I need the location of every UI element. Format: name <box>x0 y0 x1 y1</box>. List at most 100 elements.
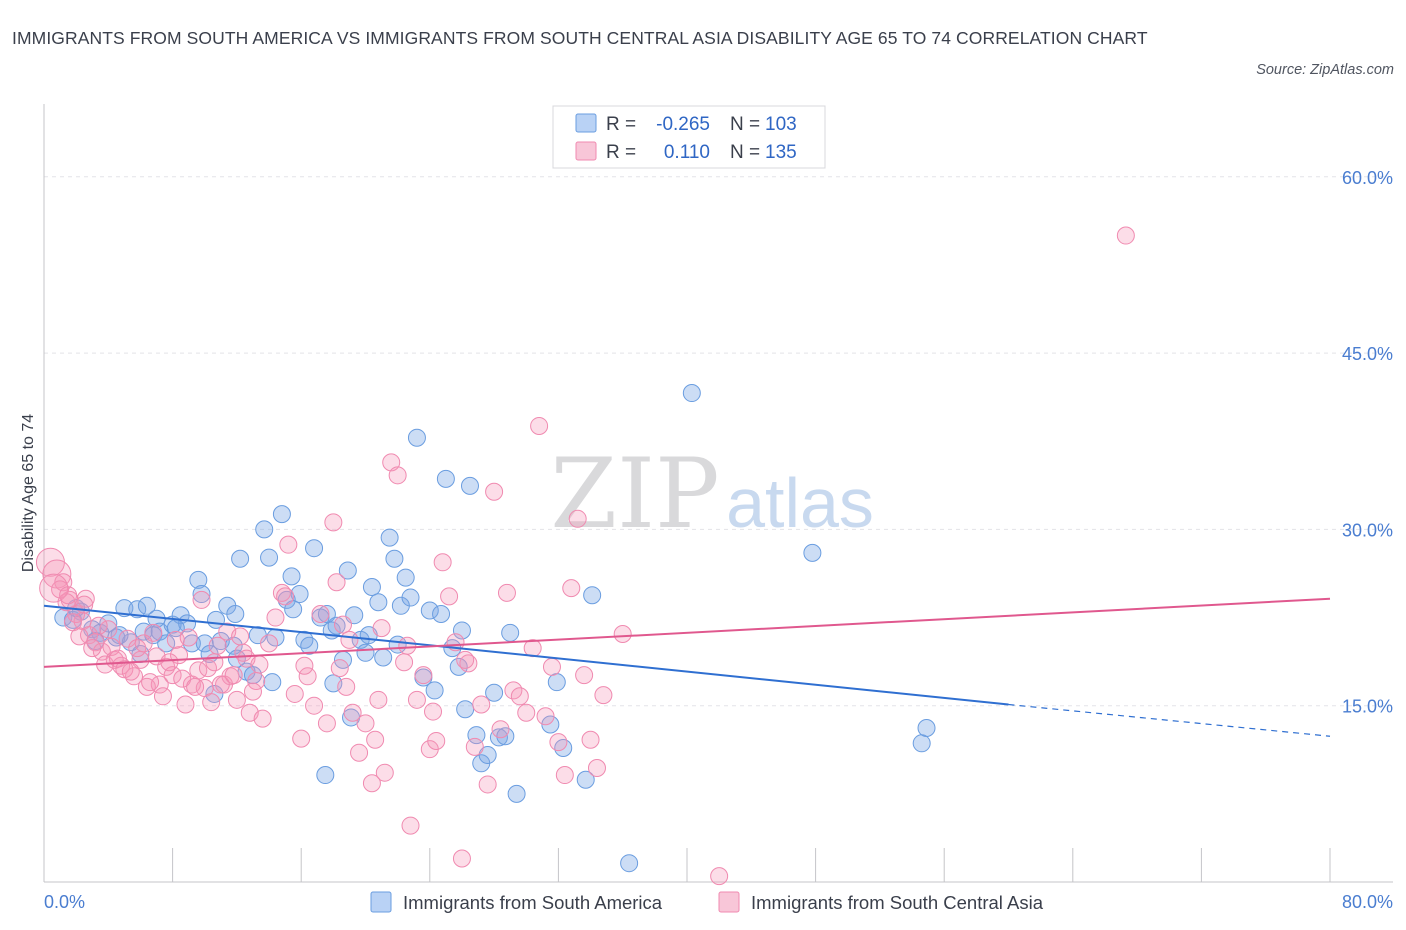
point-south-america <box>507 784 526 803</box>
point-south-central-asia <box>317 714 336 733</box>
legend-n-label-2: N = <box>730 142 760 163</box>
point-south-central-asia <box>427 731 446 750</box>
point-south-central-asia <box>173 669 192 688</box>
point-south-america <box>226 605 245 624</box>
legend-n-value-1: 103 <box>765 114 797 135</box>
point-south-central-asia <box>89 616 108 635</box>
bottom-legend-swatch-south-america <box>370 891 392 913</box>
point-south-central-asia <box>401 816 420 835</box>
y-tick-label: 30.0% <box>1342 520 1393 540</box>
point-south-central-asia <box>587 758 606 777</box>
point-south-central-asia <box>70 627 89 646</box>
point-south-america <box>401 588 420 607</box>
point-south-america <box>115 599 134 618</box>
point-south-central-asia <box>295 656 314 675</box>
point-south-central-asia <box>76 589 95 608</box>
point-south-central-asia <box>279 535 298 554</box>
point-south-central-asia <box>424 702 443 721</box>
point-south-america <box>456 700 475 719</box>
point-south-central-asia <box>536 707 555 726</box>
legend-n-value-2: 135 <box>765 142 797 163</box>
trend-line-south-america-extension <box>1008 703 1331 737</box>
point-south-america <box>501 623 520 642</box>
point-south-central-asia <box>59 586 78 605</box>
point-south-central-asia <box>333 615 352 634</box>
point-south-america <box>137 596 156 615</box>
point-south-america <box>316 766 335 785</box>
point-south-america <box>385 549 404 568</box>
point-south-america <box>485 683 504 702</box>
point-south-america <box>478 746 497 765</box>
watermark: ZIP atlas <box>550 438 874 550</box>
point-south-central-asia <box>613 624 632 643</box>
point-south-central-asia <box>102 637 121 656</box>
x-tick-min: 0.0% <box>44 892 85 912</box>
point-south-central-asia <box>179 628 198 647</box>
point-south-central-asia <box>272 583 291 602</box>
point-south-central-asia <box>176 695 195 714</box>
point-south-america <box>467 726 486 745</box>
trend-line-south-central-asia <box>43 597 1331 668</box>
point-south-america <box>449 657 468 676</box>
point-south-central-asia <box>433 553 452 572</box>
point-south-central-asia <box>491 720 510 739</box>
point-south-central-asia <box>478 775 497 794</box>
point-south-central-asia <box>311 605 330 624</box>
point-south-central-asia <box>366 730 385 749</box>
point-south-central-asia <box>337 677 356 696</box>
point-south-central-asia <box>298 667 317 686</box>
point-south-central-asia <box>121 662 140 681</box>
point-south-central-asia <box>362 774 381 793</box>
point-south-central-asia <box>276 587 295 606</box>
point-south-central-asia <box>285 684 304 703</box>
point-south-america <box>305 539 324 558</box>
point-south-central-asia <box>530 416 549 435</box>
point-south-central-asia <box>407 690 426 709</box>
point-south-central-asia <box>388 466 407 485</box>
data-points <box>35 226 1135 886</box>
x-tick-max: 80.0% <box>1342 892 1393 912</box>
point-south-america <box>682 384 701 403</box>
point-south-central-asia <box>327 573 346 592</box>
legend-swatch-south-central-asia <box>575 141 597 161</box>
chart-title: IMMIGRANTS FROM SOUTH AMERICA VS IMMIGRA… <box>12 28 1148 48</box>
point-south-central-asia <box>292 729 311 748</box>
point-south-america <box>255 520 274 539</box>
point-south-central-asia <box>231 627 250 646</box>
point-south-america <box>547 673 566 692</box>
point-south-central-asia <box>356 714 375 733</box>
bottom-legend: Immigrants from South America Immigrants… <box>370 891 1044 913</box>
point-south-central-asia <box>224 666 243 685</box>
legend-r-label-1: R = <box>606 114 636 135</box>
point-south-central-asia <box>125 667 144 686</box>
point-south-america <box>272 505 291 524</box>
point-south-central-asia <box>340 630 359 649</box>
watermark-atlas: atlas <box>726 464 874 542</box>
point-south-central-asia <box>253 709 272 728</box>
point-south-central-asia <box>128 639 147 658</box>
legend-r-value-2: 0.110 <box>664 142 710 163</box>
point-south-central-asia <box>562 579 581 598</box>
grid-lines <box>44 176 1393 707</box>
point-south-central-asia <box>452 849 471 868</box>
point-south-central-asia <box>395 653 414 672</box>
point-south-america <box>356 643 375 662</box>
point-south-central-asia <box>510 687 529 706</box>
point-south-central-asia <box>243 682 262 701</box>
point-south-america <box>576 770 595 789</box>
point-south-central-asia <box>186 677 205 696</box>
bottom-legend-label-south-america: Immigrants from South America <box>403 892 663 913</box>
point-south-central-asia <box>517 703 536 722</box>
point-south-central-asia <box>153 687 172 706</box>
point-south-central-asia <box>324 513 343 532</box>
point-south-america <box>128 600 147 619</box>
point-south-america <box>460 476 479 495</box>
point-south-central-asia <box>555 766 574 785</box>
point-south-america <box>327 616 346 635</box>
point-south-america <box>425 681 444 700</box>
point-south-america <box>541 715 560 734</box>
point-south-america <box>436 469 455 488</box>
trend-lines <box>43 597 1331 737</box>
point-south-central-asia <box>594 686 613 705</box>
point-south-america <box>243 666 262 685</box>
